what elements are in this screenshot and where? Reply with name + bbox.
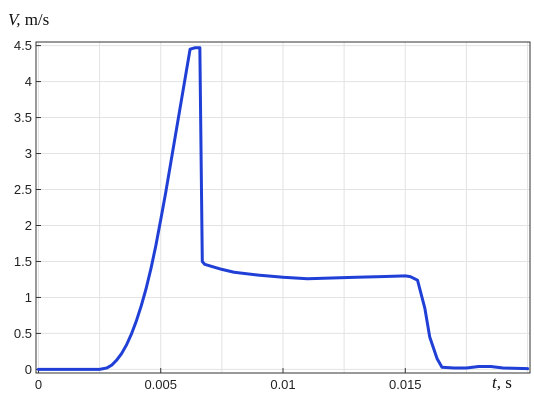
y-tick-label: 2	[25, 218, 32, 233]
y-tick-label: 4	[25, 74, 32, 89]
series-line	[36, 46, 530, 371]
x-axis-var: t,	[492, 373, 501, 392]
ticks: 0 0.005 0.01 0.015 0 0.5 1 1.5 2 2.5 3 3.5 4 4.5	[14, 38, 422, 392]
y-tick-label: 3.5	[14, 110, 32, 125]
y-tick-label: 1.5	[14, 254, 32, 269]
y-tick-label: 2.5	[14, 182, 32, 197]
x-axis-unit: s	[501, 373, 512, 392]
y-tick-label: 1	[25, 290, 32, 305]
x-axis-label: t, s	[492, 373, 512, 392]
y-axis-var: V,	[8, 10, 21, 29]
y-axis-label: V, m/s	[8, 10, 49, 29]
y-axis-unit: m/s	[20, 10, 49, 29]
x-tick-label: 0.005	[144, 377, 177, 392]
grid	[36, 42, 530, 373]
y-tick-label: 0.5	[14, 326, 32, 341]
y-tick-label: 3	[25, 146, 32, 161]
y-tick-label: 4.5	[14, 38, 32, 53]
x-tick-label: 0.015	[389, 377, 422, 392]
x-tick-label: 0	[35, 377, 42, 392]
y-tick-label: 0	[25, 362, 32, 377]
x-tick-label: 0.01	[270, 377, 295, 392]
